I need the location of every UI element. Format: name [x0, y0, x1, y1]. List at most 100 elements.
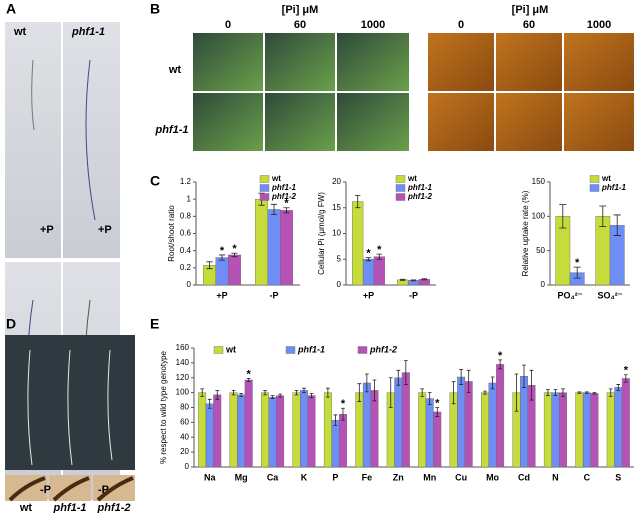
- error-bar: [372, 379, 377, 402]
- x-tick-label: -P: [409, 290, 418, 300]
- y-tick-label: 0.6: [180, 229, 192, 238]
- bar: [352, 201, 364, 286]
- x-tick-label: Ca: [267, 472, 279, 482]
- y-tick-label: 150: [532, 177, 546, 186]
- x-tick-label: +P: [363, 290, 374, 300]
- error-bar: [364, 373, 369, 393]
- legend-label: phf1-1: [297, 344, 325, 354]
- y-tick-label: 10: [332, 229, 341, 238]
- concentration: 60: [523, 19, 535, 31]
- panel-label: B: [150, 1, 160, 17]
- y-axis-label: Relative uptake rate (%): [521, 190, 530, 276]
- significance: *: [377, 244, 382, 256]
- x-tick-label: Cu: [455, 472, 467, 482]
- legend-swatch: [259, 184, 270, 192]
- error-bar: [263, 389, 267, 396]
- photo: [337, 33, 409, 91]
- bar: [267, 209, 281, 286]
- photo: [496, 33, 562, 91]
- genotype-label: phf1-1: [53, 502, 87, 513]
- error-bar: [613, 214, 621, 236]
- root: [8, 476, 134, 502]
- error-bar: [294, 389, 299, 396]
- bar: [373, 256, 385, 286]
- error-bar: [246, 378, 251, 382]
- panel-label: C: [150, 173, 160, 189]
- y-tick-label: 120: [176, 373, 190, 382]
- y-tick-label: 5: [337, 254, 342, 263]
- bar: [394, 377, 403, 468]
- error-bar: [218, 254, 226, 261]
- bar: [464, 381, 473, 468]
- x-tick-label: C: [584, 472, 591, 482]
- error-bar: [608, 388, 613, 397]
- bar: [520, 376, 528, 468]
- significance: *: [341, 398, 346, 410]
- photo: [428, 33, 494, 91]
- bar: [606, 392, 615, 468]
- error-bar: [206, 261, 213, 270]
- legend-label: phf1-2: [369, 344, 397, 354]
- bar: [551, 392, 560, 468]
- y-tick-label: 40: [180, 432, 189, 441]
- photo: [428, 93, 494, 151]
- y-tick-label: 0: [337, 280, 342, 289]
- y-tick-label: 20: [180, 447, 189, 456]
- error-bar: [490, 376, 495, 390]
- bar: [401, 372, 410, 468]
- error-bar: [410, 279, 417, 282]
- concentration: 60: [294, 19, 306, 31]
- error-bar: [388, 377, 393, 408]
- y-tick-label: 0: [185, 462, 190, 471]
- photo: [265, 33, 335, 91]
- x-tick-label: S: [615, 472, 621, 482]
- bar: [362, 259, 375, 286]
- y-tick-label: 160: [176, 343, 190, 352]
- error-bar: [326, 387, 330, 398]
- y-tick-label: 0.8: [180, 211, 192, 220]
- error-bar: [396, 369, 401, 386]
- error-bar: [309, 392, 314, 399]
- legend-swatch: [589, 175, 600, 183]
- bar: [237, 394, 246, 468]
- legend-label: wt: [271, 174, 281, 183]
- photo: [265, 93, 335, 151]
- bar: [590, 393, 599, 468]
- legend-label: wt: [225, 344, 236, 354]
- significance: *: [220, 245, 225, 257]
- error-bar: [599, 205, 607, 228]
- panel-label: A: [6, 1, 16, 17]
- y-axis-label: Cellular Pi (μmol/g FW): [317, 192, 326, 275]
- y-tick-label: 100: [176, 388, 190, 397]
- error-bar: [427, 392, 432, 405]
- condition-label: +P: [40, 224, 54, 236]
- concentration: 1000: [361, 19, 385, 31]
- root: [85, 59, 96, 221]
- legend-swatch: [395, 193, 406, 201]
- error-bar: [215, 389, 220, 400]
- x-tick-label: P: [332, 472, 338, 482]
- error-bar: [400, 278, 406, 281]
- concentration: 0: [458, 19, 464, 31]
- significance: *: [284, 198, 289, 210]
- bar: [362, 382, 371, 468]
- x-tick-label: N: [552, 472, 559, 482]
- x-tick-label: Zn: [393, 472, 404, 482]
- bar: [280, 210, 293, 286]
- error-bar: [239, 392, 244, 397]
- error-bar: [623, 374, 628, 383]
- error-bar: [278, 393, 282, 398]
- y-tick-label: 1: [187, 194, 192, 203]
- bar: [339, 413, 347, 468]
- x-tick-label: SO₄²⁻: [597, 290, 622, 300]
- photo: [63, 22, 120, 258]
- genotype-label: phf1-1: [71, 26, 105, 38]
- bar: [582, 392, 591, 468]
- root: [27, 349, 113, 466]
- y-tick-label: 50: [536, 246, 545, 255]
- photo: [193, 93, 263, 151]
- bar: [543, 392, 552, 468]
- header: [Pi] μM: [282, 4, 319, 16]
- bar: [228, 254, 241, 286]
